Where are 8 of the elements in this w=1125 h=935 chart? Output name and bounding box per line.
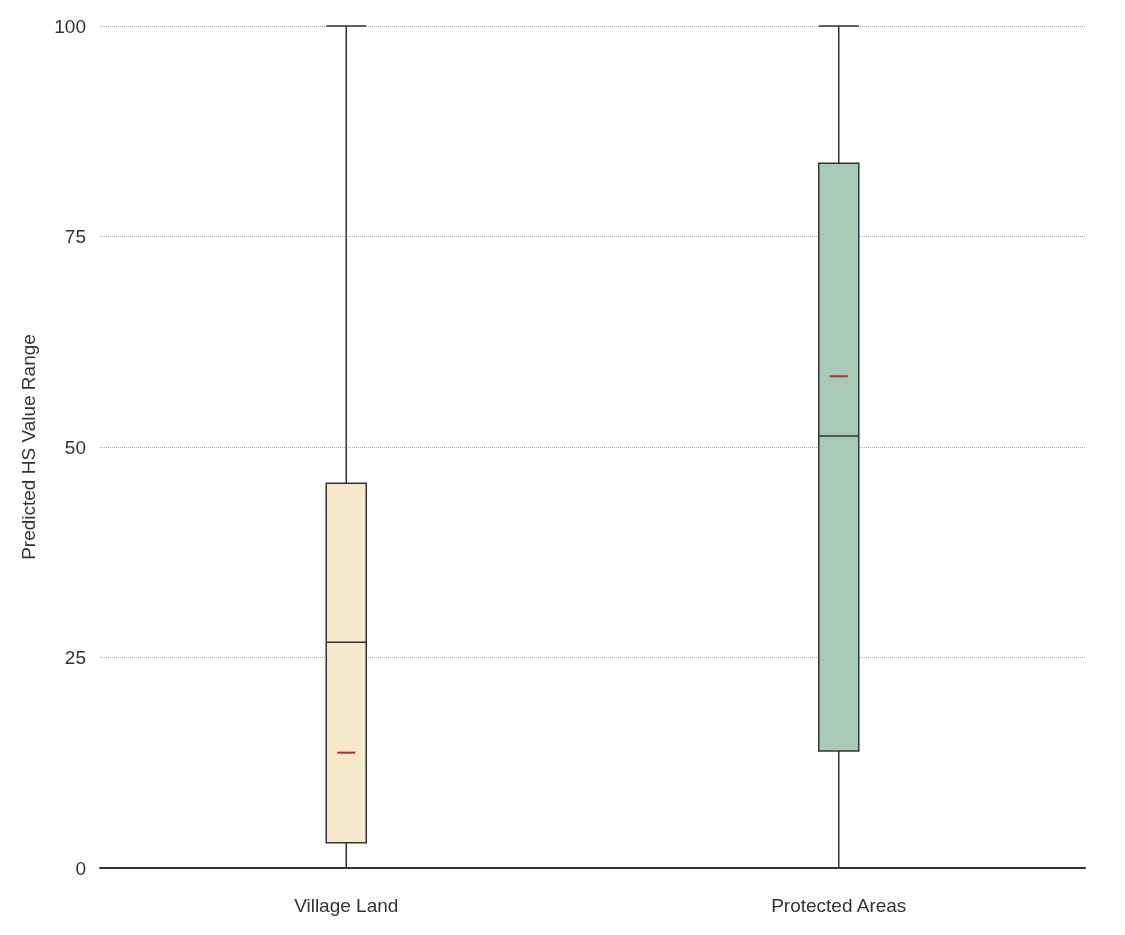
y-tick-label: 0 xyxy=(75,857,86,879)
x-tick-label: Protected Areas xyxy=(771,895,907,916)
y-tick-label: 50 xyxy=(64,436,86,458)
y-tick-label: 100 xyxy=(54,15,86,37)
y-axis-title: Predicted HS Value Range xyxy=(18,334,39,560)
x-tick-label: Village Land xyxy=(294,895,399,916)
y-tick-label: 25 xyxy=(64,647,86,668)
y-tick-label: 75 xyxy=(64,226,86,247)
